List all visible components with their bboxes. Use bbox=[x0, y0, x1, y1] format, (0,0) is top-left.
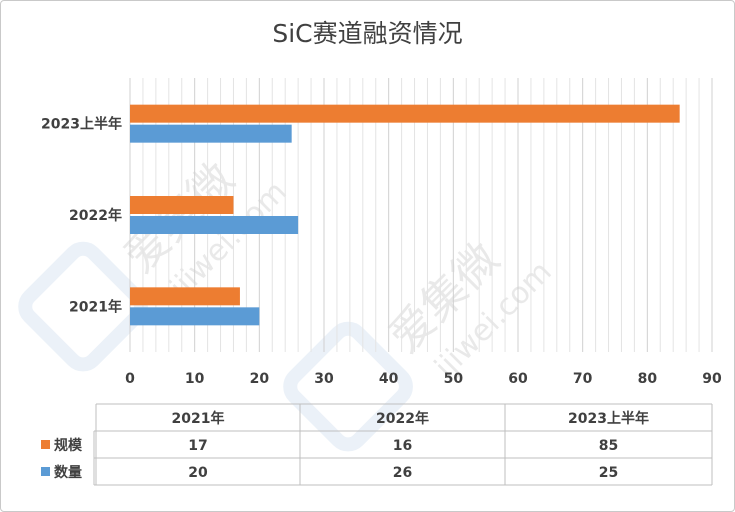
x-tick-label: 80 bbox=[638, 371, 658, 387]
bars-layer bbox=[130, 104, 680, 326]
grid-lines bbox=[129, 78, 713, 352]
bar-数量-2023上半年 bbox=[130, 124, 292, 143]
x-tick-label: 70 bbox=[573, 371, 593, 387]
x-tick-label: 90 bbox=[702, 371, 722, 387]
legend-swatch-数量 bbox=[41, 467, 50, 476]
x-tick-label: 20 bbox=[250, 371, 270, 387]
x-tick-label: 60 bbox=[508, 371, 528, 387]
x-tick-labels: 0 10 20 30 40 50 60 70 80 90 bbox=[125, 371, 722, 387]
x-tick-label: 10 bbox=[185, 371, 205, 387]
bar-规模-2022年 bbox=[130, 196, 234, 214]
bar-规模-2021年 bbox=[130, 287, 240, 306]
bar-数量-2021年 bbox=[130, 307, 260, 326]
category-label: 2022年 bbox=[69, 207, 122, 224]
watermark-logo bbox=[283, 321, 413, 452]
bar-规模-2023上半年 bbox=[130, 104, 680, 123]
table-cell: 20 bbox=[188, 465, 208, 481]
x-tick-label: 50 bbox=[444, 371, 464, 387]
table-cell: 25 bbox=[599, 465, 618, 481]
x-tick-label: 40 bbox=[379, 371, 399, 387]
table-cell: 26 bbox=[393, 465, 412, 481]
table-header: 2023上半年 bbox=[568, 410, 649, 427]
legend-label: 数量 bbox=[54, 464, 82, 481]
category-label: 2021年 bbox=[69, 298, 122, 315]
category-label: 2023上半年 bbox=[41, 116, 122, 133]
legend-swatch-规模 bbox=[41, 440, 50, 449]
chart-title: SiC赛道融资情况 bbox=[272, 19, 463, 48]
legend-label: 规模 bbox=[54, 437, 83, 454]
x-tick-label: 0 bbox=[125, 371, 135, 387]
table-cell: 17 bbox=[188, 438, 207, 454]
watermark-logo bbox=[18, 241, 148, 372]
table-cell: 85 bbox=[599, 438, 618, 454]
category-labels: 2021年 2022年 2023上半年 bbox=[41, 116, 122, 316]
table-header: 2021年 bbox=[172, 410, 225, 427]
x-tick-label: 30 bbox=[314, 371, 334, 387]
bar-数量-2022年 bbox=[130, 216, 299, 234]
table-cell: 16 bbox=[393, 438, 412, 454]
table-header: 2022年 bbox=[376, 410, 429, 427]
